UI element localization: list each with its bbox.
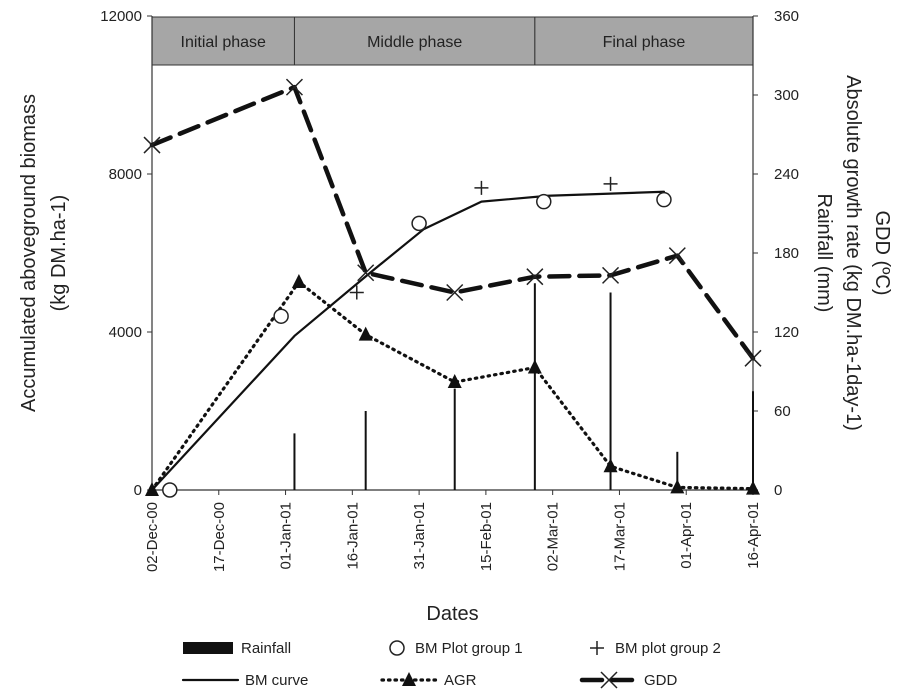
legend-label-agr: AGR — [444, 672, 477, 689]
phase-box-final-phase — [534, 16, 754, 66]
gdd-point — [602, 266, 620, 284]
x-tick-label: 02-Dec-00 — [144, 502, 161, 572]
left-axis-title-line: (kg DM.ha-1) — [48, 195, 70, 312]
gdd-point — [446, 283, 464, 302]
right-tick-label: 300 — [774, 87, 799, 104]
right-tick-label: 120 — [774, 324, 799, 341]
x-tick-label: 02-Mar-01 — [545, 502, 562, 571]
series-lines — [149, 84, 756, 492]
right-tick-label: 60 — [774, 403, 791, 420]
x-tick-label: 01-Apr-01 — [678, 502, 695, 569]
bm-plot-group-1-point — [536, 193, 552, 210]
rainfall-bars — [293, 283, 754, 490]
agr-point — [670, 479, 685, 494]
agr-point — [358, 326, 373, 341]
gdd-point — [143, 136, 161, 154]
x-tick-label: 15-Feb-01 — [478, 502, 495, 571]
agr-point — [603, 458, 618, 473]
right-tick-label: 180 — [774, 245, 799, 262]
x-tick-label: 17-Mar-01 — [611, 502, 628, 571]
bm-plot-group-2-point — [603, 176, 618, 191]
legend-swatch-rainfall — [183, 642, 233, 654]
x-axis-title: Dates — [426, 603, 478, 625]
bm-plot-group-1-point — [162, 482, 178, 498]
gdd-line — [149, 84, 756, 361]
right-axis-title-line: Absolute growth rate (kg DM.ha-1day-1) — [842, 75, 864, 431]
gdd-point — [744, 349, 762, 367]
axes — [147, 15, 758, 495]
legend-label-rainfall: Rainfall — [241, 640, 291, 657]
right-tick-label: 360 — [774, 8, 799, 25]
bm-plot-group-2-point — [349, 285, 364, 300]
bm-plot-group-2-point — [474, 180, 489, 195]
legend-label-gdd: GDD — [644, 672, 678, 689]
x-tick-label: 17-Dec-00 — [211, 502, 228, 572]
gdd-point — [668, 247, 686, 265]
right-axis-title-line: Rainfall (mm) — [813, 194, 835, 313]
legend-label-bm-curve: BM curve — [245, 672, 308, 689]
phase-band: Initial phase Middle phase Final phase — [151, 16, 754, 66]
legend-marker-agr — [402, 672, 416, 686]
left-tick-label: 0 — [134, 482, 142, 499]
bm-plot-group-1-point — [273, 308, 289, 324]
bm-curve-line — [150, 190, 666, 492]
x-tick-label: 16-Apr-01 — [745, 502, 762, 569]
bm-plot-group-1-point — [411, 215, 427, 232]
phase-label-middle-phase: Middle phase — [367, 34, 462, 51]
agr-point — [527, 359, 542, 374]
phase-box-initial-phase — [151, 16, 295, 66]
legend-label-bm-plot-group-2: BM plot group 2 — [615, 640, 721, 657]
agr-point — [746, 480, 760, 495]
agr-line — [150, 280, 755, 492]
bm-plot-group-1-point — [656, 191, 672, 208]
gdd-point — [285, 78, 303, 96]
gdd-point — [526, 268, 544, 286]
agr-point — [145, 482, 159, 496]
axis-titles: Dates Accumulated aboveground biomass (kg … — [18, 75, 893, 625]
left-tick-label: 8000 — [109, 166, 142, 183]
x-tick-label: 31-Jan-01 — [411, 502, 428, 570]
legend-swatch-bm-plot-group-2 — [590, 641, 604, 655]
right-tick-label: 240 — [774, 166, 799, 183]
x-tick-label: 16-Jan-01 — [344, 502, 361, 570]
agr-point — [447, 374, 462, 389]
legend-label-bm-plot-group-1: BM Plot group 1 — [415, 640, 523, 657]
phase-label-final-phase: Final phase — [603, 34, 686, 51]
right-tick-label: 0 — [774, 482, 782, 499]
tick-labels: 0 4000 8000 12000 0 60 120 180 240 300 360 02-Dec-0… — [100, 8, 799, 572]
phase-box-middle-phase — [293, 16, 536, 66]
legend-marker-gdd — [600, 671, 618, 689]
x-tick-label: 01-Jan-01 — [278, 502, 295, 570]
right-axis-title-line: GDD (ºC) — [871, 210, 893, 295]
gdd-point — [357, 264, 375, 282]
left-axis-title-line: Accumulated aboveground biomass — [18, 94, 40, 412]
legend: Rainfall BM Plot group 1 BM plot group 2 BM… — [181, 640, 721, 689]
phase-label-initial-phase: Initial phase — [181, 34, 266, 51]
agr-point — [291, 273, 306, 288]
series-markers — [143, 78, 762, 498]
left-tick-label: 12000 — [100, 8, 142, 25]
left-tick-label: 4000 — [109, 324, 142, 341]
legend-swatch-bm-plot-group-1 — [389, 640, 405, 656]
